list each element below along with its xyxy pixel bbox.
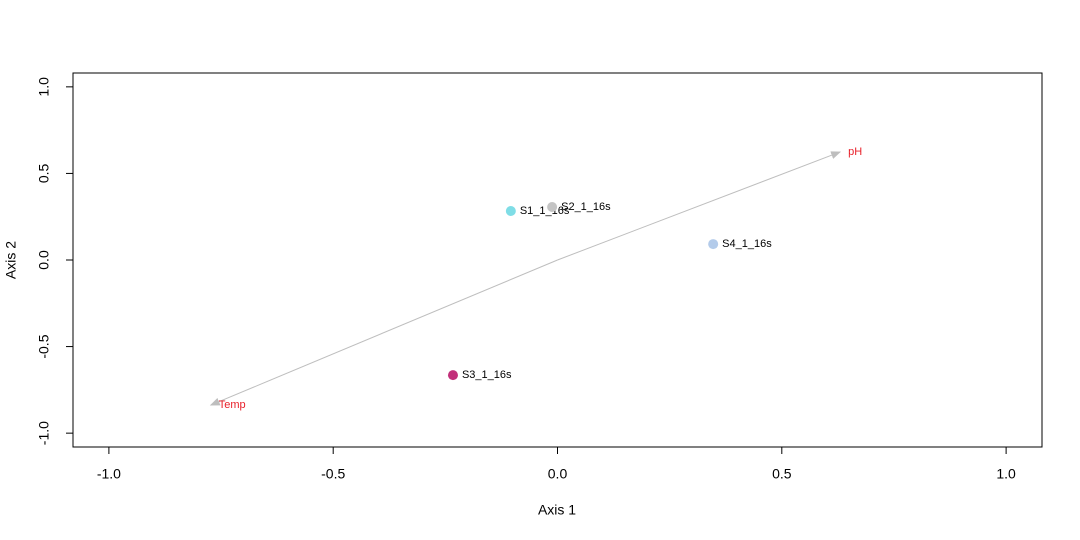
y-tick-label: -1.0 [36, 421, 52, 445]
y-tick-label: 0.0 [36, 250, 52, 270]
point [505, 205, 516, 216]
x-tick-label: 1.0 [996, 466, 1016, 482]
y-axis-title: Axis 2 [3, 241, 19, 279]
x-tick-label: -1.0 [97, 466, 121, 482]
arrow [209, 259, 558, 406]
x-tick-label: 0.0 [548, 466, 568, 482]
point-label: S3_1_16s [462, 369, 512, 381]
x-tick-label: 0.5 [772, 466, 792, 482]
point-label: S4_1_16s [722, 238, 772, 250]
point [447, 370, 458, 381]
arrow [557, 151, 842, 261]
arrow-label: Temp [219, 399, 246, 411]
y-tick-label: 1.0 [36, 77, 52, 97]
point-label: S1_1_16s [520, 205, 570, 217]
x-axis-title: Axis 1 [538, 502, 576, 518]
point-label: S2_1_16s [561, 201, 611, 213]
point [547, 202, 558, 213]
y-tick-label: 0.5 [36, 163, 52, 183]
y-tick-label: -0.5 [36, 334, 52, 358]
arrow-label: pH [848, 146, 862, 158]
x-tick-label: -0.5 [321, 466, 345, 482]
point [708, 239, 719, 250]
